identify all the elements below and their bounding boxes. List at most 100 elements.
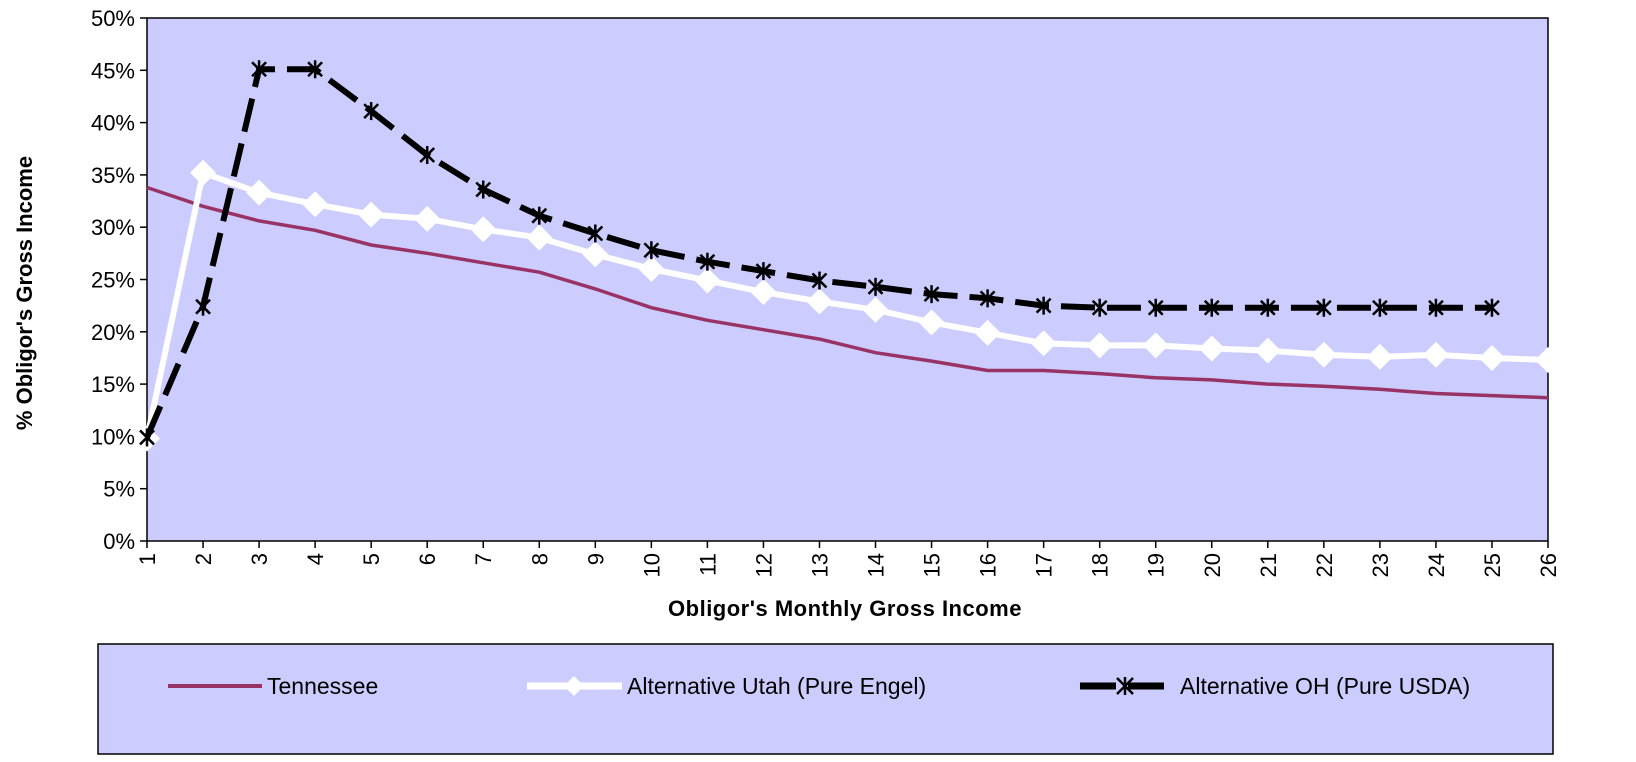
x-tick-label: 1 <box>135 553 160 565</box>
x-tick-label: 19 <box>1144 553 1169 577</box>
x-tick-label: 14 <box>864 553 889 577</box>
x-tick-label: 3 <box>247 553 272 565</box>
data-point <box>195 297 211 316</box>
data-point <box>1198 335 1225 362</box>
series-2 <box>139 60 1500 447</box>
data-point <box>302 191 329 218</box>
data-point <box>750 279 777 306</box>
data-point <box>246 179 273 206</box>
data-point <box>643 241 660 260</box>
legend-marker-utah <box>564 676 584 696</box>
y-tick-label: 5% <box>103 477 135 502</box>
data-point <box>531 206 548 225</box>
x-axis: 1 2 3 4 5 6 7 8 9 10 11 12 13 14 15 16 17 18 19 20 21 22 23 24 2… <box>135 541 1561 577</box>
x-tick-label: 21 <box>1256 553 1281 577</box>
data-point <box>923 285 940 304</box>
x-tick-label: 18 <box>1088 553 1113 577</box>
x-tick-label: 16 <box>976 553 1001 577</box>
x-tick-label: 9 <box>583 553 608 565</box>
x-tick-label: 11 <box>695 553 720 576</box>
series-0 <box>146 185 1549 400</box>
data-point <box>1203 298 1220 317</box>
y-tick-label: 40% <box>91 111 135 136</box>
data-point <box>1259 298 1276 317</box>
x-tick-label: 6 <box>415 553 440 565</box>
plot-area <box>146 17 1549 542</box>
y-tick-label: 50% <box>91 6 135 31</box>
data-point <box>1147 298 1164 317</box>
data-point <box>526 224 553 251</box>
data-point <box>251 60 267 79</box>
x-tick-label: 17 <box>1032 553 1057 577</box>
y-tick-label: 10% <box>91 424 135 449</box>
data-point <box>1035 296 1052 315</box>
x-tick-label: 4 <box>303 553 328 565</box>
data-point <box>638 256 665 283</box>
data-point <box>862 296 889 323</box>
x-tick-label: 12 <box>751 553 776 577</box>
legend-marker-oh <box>1116 677 1134 695</box>
data-point <box>1422 341 1449 368</box>
data-point <box>811 271 828 290</box>
x-tick-label: 15 <box>920 553 945 577</box>
y-tick-label: 15% <box>91 372 135 397</box>
legend-label-tennessee: Tennessee <box>267 673 378 699</box>
legend-label-utah: Alternative Utah (Pure Engel) <box>627 673 926 699</box>
x-tick-label: 26 <box>1536 553 1561 577</box>
x-tick-label: 24 <box>1424 553 1449 577</box>
data-point <box>755 262 772 281</box>
data-point <box>694 267 721 294</box>
data-point <box>1366 343 1393 370</box>
data-point <box>414 205 441 232</box>
legend-entry-oh: Alternative OH (Pure USDA) <box>1080 673 1470 699</box>
data-point <box>1315 298 1332 317</box>
data-point <box>1535 347 1561 374</box>
y-tick-label: 20% <box>91 320 135 345</box>
data-point <box>918 309 945 336</box>
legend-entry-utah: Alternative Utah (Pure Engel) <box>527 673 926 699</box>
data-point <box>139 428 155 447</box>
data-point <box>1030 330 1057 357</box>
x-tick-label: 10 <box>639 553 664 577</box>
data-point <box>363 102 380 121</box>
data-point <box>1091 298 1108 317</box>
data-point <box>699 252 716 271</box>
legend-box <box>97 643 1554 755</box>
data-point <box>475 180 492 199</box>
data-point <box>1142 332 1169 359</box>
data-point <box>1478 344 1505 371</box>
data-point <box>419 146 436 165</box>
y-tick-label: 45% <box>91 58 135 83</box>
x-tick-label: 20 <box>1200 553 1225 577</box>
data-point <box>806 288 833 315</box>
data-point <box>1310 341 1337 368</box>
data-point <box>587 224 604 243</box>
series-1 <box>134 159 1561 452</box>
x-tick-label: 22 <box>1312 553 1337 577</box>
y-axis-title: % Obligor's Gross Income <box>12 156 37 430</box>
data-point <box>1428 298 1444 317</box>
data-point <box>470 216 497 243</box>
data-point <box>979 289 996 308</box>
x-tick-label: 5 <box>359 553 384 565</box>
y-axis: 0% 5% 10% 15% 20% 25% 30% 35% 40% 45% 50% <box>91 6 147 554</box>
y-tick-label: 0% <box>103 529 135 554</box>
x-tick-label: 13 <box>807 553 832 577</box>
legend-label-oh: Alternative OH (Pure USDA) <box>1180 673 1470 699</box>
y-tick-label: 35% <box>91 163 135 188</box>
x-axis-title: Obligor's Monthly Gross Income <box>668 596 1022 621</box>
y-tick-label: 25% <box>91 268 135 293</box>
x-tick-label: 23 <box>1368 553 1393 577</box>
data-point <box>307 60 324 79</box>
data-point <box>1484 298 1500 317</box>
x-tick-label: 2 <box>191 553 216 565</box>
series-line-0 <box>146 185 1549 400</box>
data-point <box>1371 298 1388 317</box>
data-point <box>358 201 385 228</box>
data-point <box>974 319 1001 346</box>
x-tick-label: 7 <box>471 553 496 565</box>
data-point <box>190 159 217 186</box>
y-tick-label: 30% <box>91 215 135 240</box>
data-point <box>582 241 609 268</box>
